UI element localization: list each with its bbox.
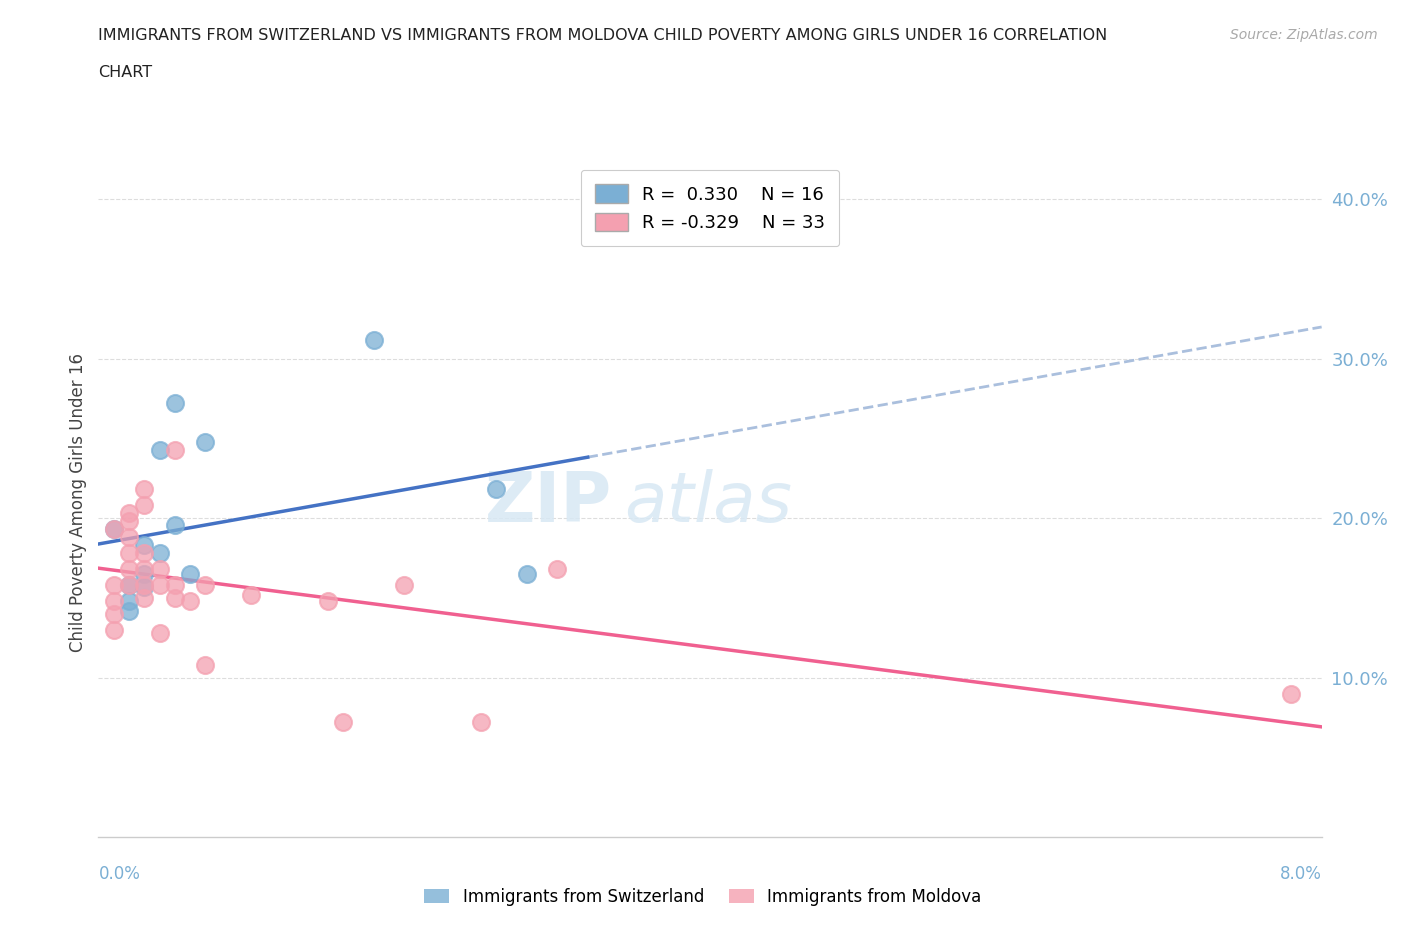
Point [134,482,156,497]
Point [103,593,125,608]
Point [363,332,385,347]
Point [194,658,217,672]
Point [163,578,186,592]
Point [149,562,172,577]
Point [118,514,141,529]
Point [149,546,172,561]
Point [485,482,508,497]
Point [118,578,141,592]
Point [163,442,186,457]
Point [392,578,416,592]
Text: Source: ZipAtlas.com: Source: ZipAtlas.com [1230,28,1378,42]
Text: atlas: atlas [624,469,793,536]
Point [163,517,186,532]
Point [516,566,538,581]
Point [240,587,263,602]
Point [149,442,172,457]
Point [134,538,156,552]
Legend: Immigrants from Switzerland, Immigrants from Moldova: Immigrants from Switzerland, Immigrants … [418,881,988,912]
Point [118,530,141,545]
Text: CHART: CHART [98,65,152,80]
Point [118,578,141,592]
Point [179,566,201,581]
Point [149,626,172,641]
Legend: R =  0.330    N = 16, R = -0.329    N = 33: R = 0.330 N = 16, R = -0.329 N = 33 [581,170,839,246]
Text: IMMIGRANTS FROM SWITZERLAND VS IMMIGRANTS FROM MOLDOVA CHILD POVERTY AMONG GIRLS: IMMIGRANTS FROM SWITZERLAND VS IMMIGRANT… [98,28,1108,43]
Point [118,604,141,618]
Point [134,498,156,512]
Point [118,593,141,608]
Point [118,562,141,577]
Point [103,522,125,537]
Point [163,591,186,605]
Point [134,579,156,594]
Text: 8.0%: 8.0% [1279,865,1322,883]
Y-axis label: Child Poverty Among Girls Under 16: Child Poverty Among Girls Under 16 [69,352,87,652]
Point [316,593,339,608]
Point [332,715,354,730]
Point [134,546,156,561]
Point [134,562,156,577]
Text: 0.0%: 0.0% [98,865,141,883]
Point [118,546,141,561]
Point [546,562,568,577]
Point [134,591,156,605]
Point [103,606,125,621]
Point [194,578,217,592]
Point [103,578,125,592]
Point [194,434,217,449]
Point [149,578,172,592]
Point [470,715,492,730]
Point [103,622,125,637]
Point [134,566,156,581]
Text: ZIP: ZIP [485,469,612,536]
Point [103,522,125,537]
Point [118,506,141,521]
Point [1279,686,1302,701]
Point [179,593,201,608]
Point [134,578,156,592]
Point [163,396,186,411]
